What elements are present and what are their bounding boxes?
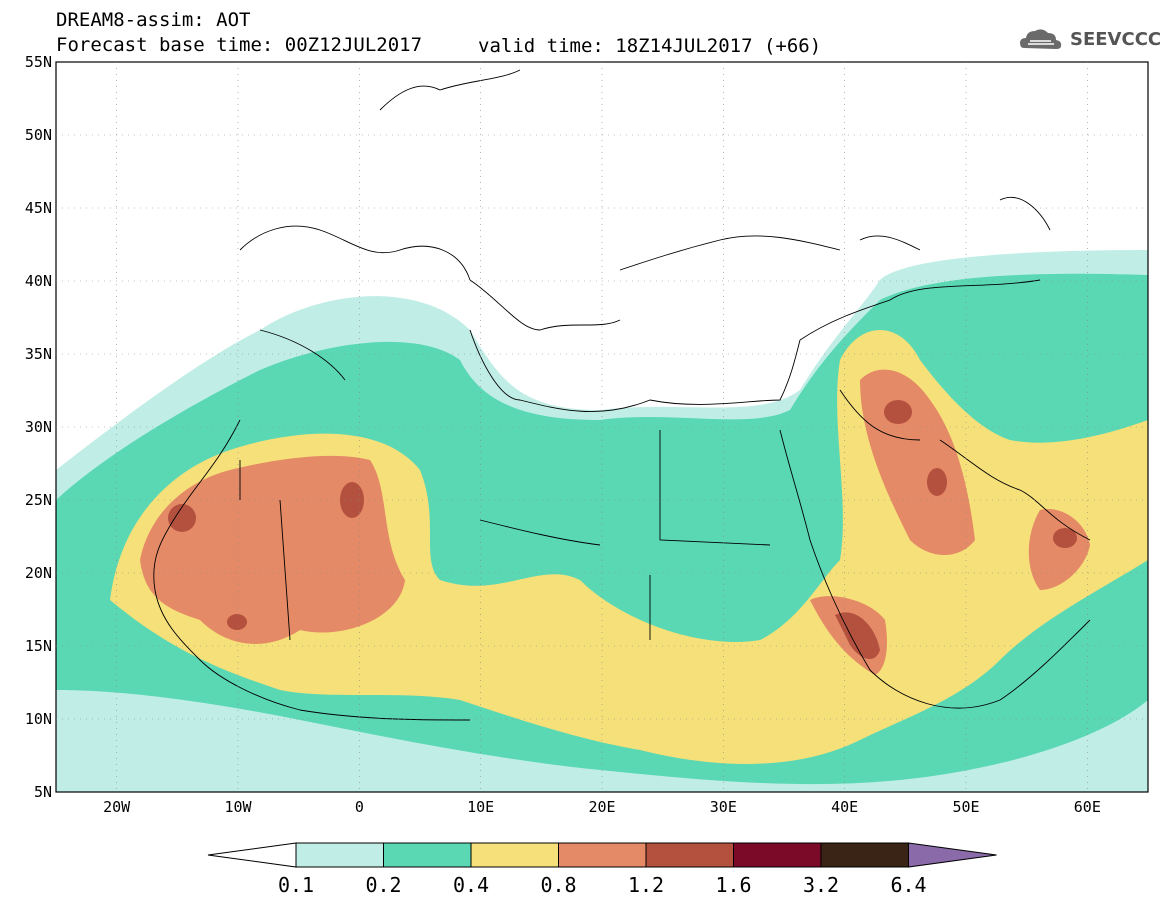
cloud-logo-icon	[1020, 29, 1062, 49]
lon-label: 0	[355, 798, 364, 816]
lat-label: 35N	[25, 345, 52, 363]
lat-label: 30N	[25, 418, 52, 436]
aot-band-0.8	[1028, 509, 1090, 590]
aot-band-1.2	[340, 482, 364, 518]
colorbar-level-label: 3.2	[803, 873, 839, 897]
lat-label: 55N	[25, 53, 52, 71]
lon-label: 10E	[467, 798, 494, 816]
logo-text: SEEVCCC	[1070, 29, 1162, 50]
lat-label: 25N	[25, 491, 52, 509]
colorbar-level-label: 0.1	[278, 873, 314, 897]
colorbar-box	[733, 842, 822, 868]
lat-label: 45N	[25, 199, 52, 217]
aot-band-1.2	[884, 400, 912, 424]
lon-label: 50E	[952, 798, 979, 816]
lat-label: 50N	[25, 126, 52, 144]
lat-label: 40N	[25, 272, 52, 290]
coastlines	[153, 69, 1091, 721]
lon-label: 20W	[103, 798, 131, 816]
colorbar-box	[295, 842, 384, 868]
chart-title: DREAM8-assim: AOT	[56, 9, 251, 31]
longitude-labels: 20W 10W 0 10E 20E 30E 40E 50E 60E	[103, 798, 1101, 816]
aot-band-1.2	[168, 504, 196, 532]
aot-band-1.2	[1053, 528, 1077, 548]
colorbar-level-label: 6.4	[890, 873, 926, 897]
lat-label: 10N	[25, 710, 52, 728]
colorbar-box	[470, 842, 559, 868]
colorbar-box	[820, 842, 909, 868]
latitude-labels: 55N 50N 45N 40N 35N 30N 25N 20N 15N 10N 5N	[25, 53, 52, 801]
aot-field	[56, 62, 1148, 792]
colorbar-level-label: 1.2	[628, 873, 664, 897]
colorbar-level-label: 1.6	[715, 873, 751, 897]
aot-band-1.2	[227, 614, 247, 630]
lon-label: 20E	[588, 798, 615, 816]
base-time-label: Forecast base time: 00Z12JUL2017	[56, 34, 423, 56]
lat-label: 5N	[34, 783, 52, 801]
lat-label: 15N	[25, 637, 52, 655]
gridlines	[56, 62, 1148, 792]
colorbar-under-triangle	[207, 842, 297, 868]
colorbar-level-label: 0.2	[365, 873, 401, 897]
colorbar-over-triangle	[908, 842, 997, 868]
lon-label: 10W	[224, 798, 252, 816]
colorbar-level-label: 0.4	[453, 873, 489, 897]
valid-time-label: valid time: 18Z14JUL2017 (+66)	[478, 35, 822, 57]
colorbar-box	[558, 842, 647, 868]
lon-label: 40E	[831, 798, 858, 816]
lat-label: 20N	[25, 564, 52, 582]
aot-band-1.2	[835, 612, 880, 660]
colorbar-level-label: 0.8	[540, 873, 576, 897]
aot-band-1.2	[927, 468, 947, 496]
lon-label: 60E	[1074, 798, 1101, 816]
lon-label: 30E	[710, 798, 737, 816]
colorbar-box	[383, 842, 472, 868]
aot-band-0.8	[140, 455, 405, 644]
colorbar-box	[645, 842, 734, 868]
